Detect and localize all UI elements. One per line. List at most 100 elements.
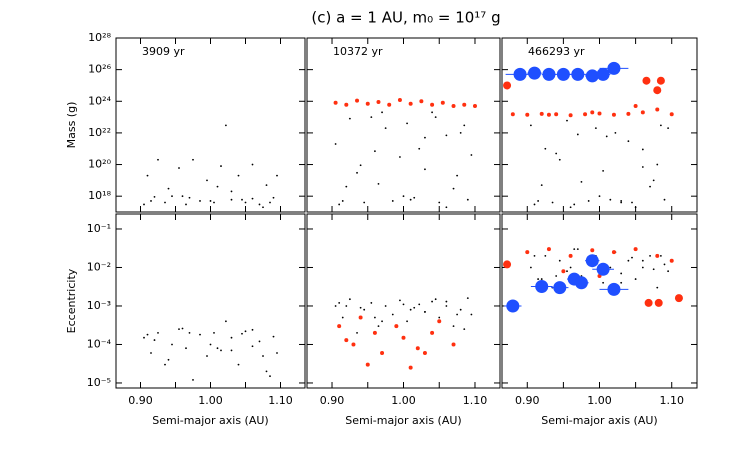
x-tick-label: 1.00 — [391, 394, 416, 407]
point — [370, 302, 373, 304]
point — [225, 320, 227, 323]
point — [384, 127, 387, 130]
point — [568, 253, 573, 258]
point — [633, 104, 638, 109]
panel-frame — [115, 213, 306, 389]
point — [470, 154, 473, 156]
point — [463, 328, 466, 331]
point — [642, 76, 651, 85]
point — [602, 281, 605, 284]
point — [374, 150, 376, 153]
point — [596, 67, 610, 81]
point — [585, 69, 599, 83]
point — [620, 281, 623, 284]
point — [237, 363, 240, 366]
point — [241, 198, 243, 201]
point — [574, 276, 588, 290]
point — [359, 306, 362, 309]
y-tick-label: 10⁻⁵ — [87, 376, 111, 389]
point — [667, 270, 670, 273]
point — [143, 336, 145, 339]
point — [422, 351, 427, 356]
point — [213, 201, 215, 204]
point — [614, 132, 617, 134]
point — [598, 195, 601, 198]
x-tick-label: 1.00 — [587, 394, 612, 407]
point — [649, 185, 651, 188]
y-tick-label: 10⁻¹ — [87, 222, 111, 235]
x-axis-label: Semi-major axis (AU) — [345, 414, 461, 427]
point — [544, 254, 547, 257]
point — [470, 313, 473, 316]
point — [387, 102, 392, 107]
point — [529, 124, 532, 127]
point — [620, 200, 623, 202]
panel-label: 3909 yr — [142, 45, 185, 58]
point — [265, 370, 268, 373]
point — [537, 278, 540, 280]
point — [652, 179, 655, 182]
point — [597, 111, 602, 116]
point — [445, 134, 448, 137]
point — [418, 303, 421, 306]
point — [157, 158, 159, 161]
point — [216, 347, 219, 350]
point — [153, 196, 156, 198]
point — [627, 140, 630, 143]
point — [528, 66, 541, 80]
point — [380, 351, 385, 356]
point — [555, 152, 558, 155]
point — [654, 298, 663, 307]
point — [652, 268, 655, 271]
point — [529, 266, 532, 269]
point — [569, 206, 572, 209]
point — [276, 174, 278, 177]
point — [413, 306, 416, 309]
point — [459, 132, 462, 134]
point — [466, 297, 469, 300]
point — [341, 316, 344, 319]
point — [251, 345, 254, 348]
point — [230, 190, 233, 193]
point — [434, 116, 437, 118]
point — [384, 305, 387, 307]
point — [669, 112, 674, 117]
point — [348, 117, 351, 120]
point — [634, 206, 637, 209]
point — [157, 331, 159, 334]
point — [542, 67, 556, 81]
y-tick-label: 10²⁸ — [88, 31, 111, 44]
y-tick-label: 10²² — [88, 126, 111, 139]
point — [171, 343, 173, 346]
point — [627, 259, 630, 262]
point — [663, 198, 666, 201]
chart-title: (c) a = 1 AU, m₀ = 10¹⁷ g — [311, 9, 500, 27]
y-tick-label: 10²⁴ — [88, 94, 111, 107]
point — [153, 339, 156, 341]
point — [394, 324, 399, 329]
point — [503, 260, 512, 269]
point — [258, 203, 261, 206]
point — [466, 198, 469, 201]
point — [213, 331, 215, 334]
x-tick-label: 0.90 — [515, 394, 540, 407]
point — [344, 338, 349, 343]
point — [333, 100, 338, 105]
point — [391, 313, 394, 316]
y-tick-label: 10⁻³ — [87, 299, 111, 312]
point — [506, 299, 520, 313]
point — [363, 308, 366, 311]
point — [571, 67, 585, 81]
point — [566, 270, 568, 273]
point — [434, 298, 437, 301]
point — [397, 98, 402, 103]
point — [663, 263, 666, 266]
point — [513, 67, 527, 81]
point — [408, 101, 413, 106]
point — [424, 168, 426, 171]
point — [337, 324, 342, 329]
point — [265, 184, 268, 187]
point — [418, 147, 421, 150]
point — [408, 365, 413, 370]
point — [438, 201, 441, 204]
